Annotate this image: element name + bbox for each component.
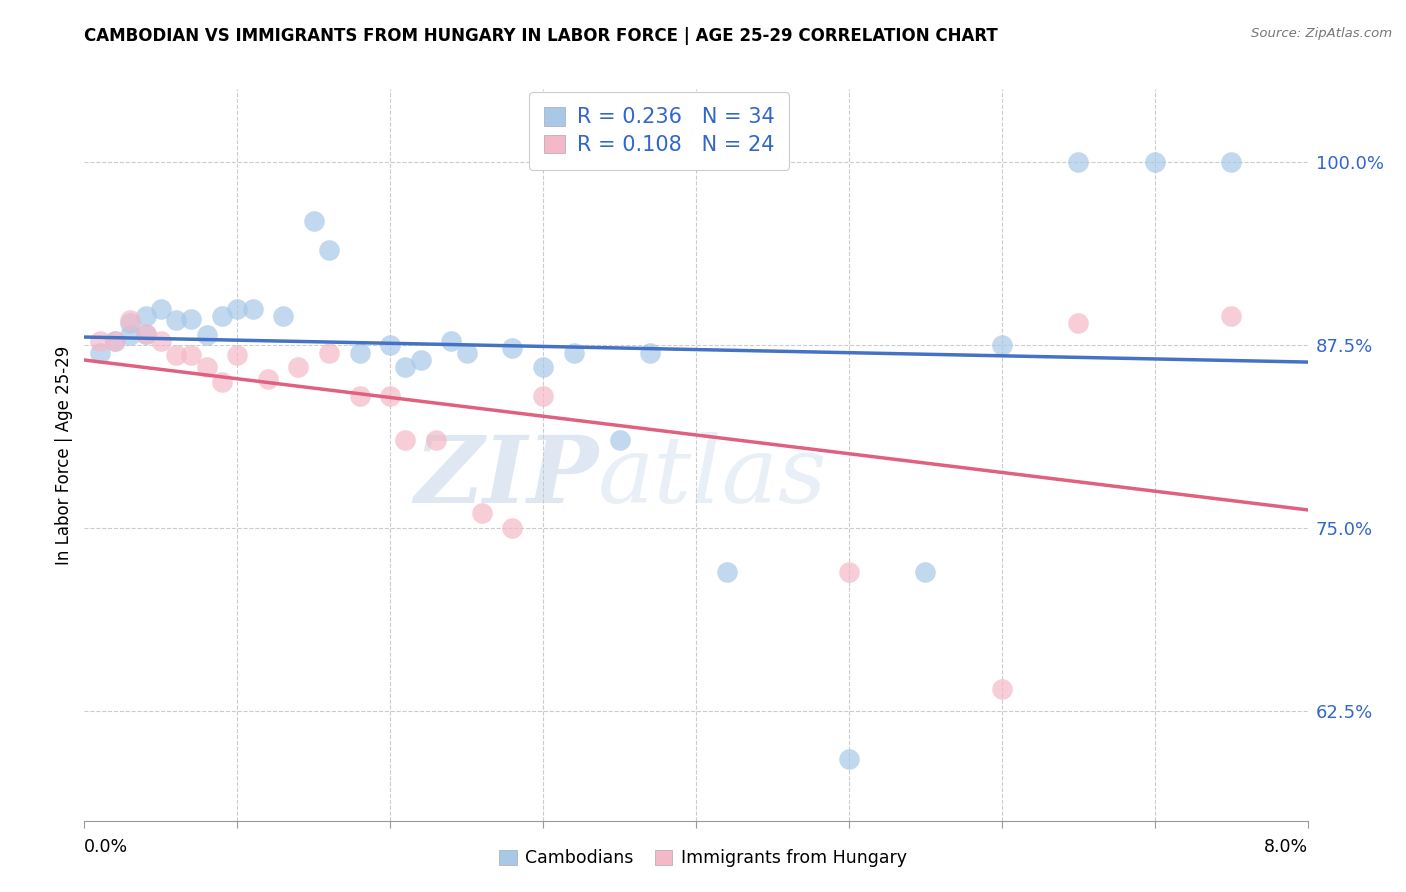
Point (226, 301, 249, 316)
Point (1143, 155, 1166, 169)
Point (471, 507, 494, 521)
Point (135, 326, 157, 341)
Point (502, 521, 524, 535)
Point (257, 372, 280, 386)
Point (914, 565, 936, 579)
Text: atlas: atlas (598, 432, 828, 522)
Point (120, 328, 142, 343)
Point (440, 334, 463, 348)
Point (104, 334, 127, 348)
Point (135, 309, 157, 323)
Point (716, 565, 738, 579)
Point (349, 389, 371, 403)
Point (89, 345, 111, 359)
Point (226, 348, 249, 362)
Point (349, 345, 371, 359)
Point (165, 313, 187, 327)
Y-axis label: In Labor Force | Age 25-29: In Labor Force | Age 25-29 (55, 345, 73, 565)
Point (211, 309, 233, 323)
Point (456, 345, 478, 359)
Point (135, 326, 157, 341)
Text: ZIP: ZIP (413, 432, 598, 522)
Point (638, 345, 661, 359)
Point (195, 360, 218, 375)
Point (531, 360, 554, 375)
Text: Source: ZipAtlas.com: Source: ZipAtlas.com (1251, 27, 1392, 40)
Point (394, 434, 416, 448)
Point (104, 334, 127, 348)
Point (838, 565, 860, 579)
Point (120, 313, 142, 327)
Point (609, 434, 631, 448)
Point (838, 752, 860, 766)
Point (991, 338, 1014, 352)
Point (394, 360, 416, 375)
Point (149, 334, 172, 348)
Point (120, 316, 142, 330)
Point (165, 348, 187, 362)
Point (502, 341, 524, 355)
Point (242, 301, 264, 316)
Point (1220, 309, 1243, 323)
Legend: Cambodians, Immigrants from Hungary: Cambodians, Immigrants from Hungary (492, 843, 914, 874)
Point (531, 389, 554, 403)
Point (318, 243, 340, 257)
Point (1067, 316, 1090, 330)
Text: CAMBODIAN VS IMMIGRANTS FROM HUNGARY IN LABOR FORCE | AGE 25-29 CORRELATION CHAR: CAMBODIAN VS IMMIGRANTS FROM HUNGARY IN … (84, 27, 998, 45)
Point (302, 214, 325, 228)
Point (380, 338, 402, 352)
Point (195, 328, 218, 343)
Point (380, 389, 402, 403)
Point (180, 311, 202, 326)
Point (287, 360, 309, 375)
Point (409, 352, 432, 367)
Point (180, 348, 202, 362)
Text: 8.0%: 8.0% (1264, 838, 1308, 856)
Point (149, 301, 172, 316)
Point (425, 434, 447, 448)
Legend: R = 0.236   N = 34, R = 0.108   N = 24: R = 0.236 N = 34, R = 0.108 N = 24 (529, 92, 789, 169)
Point (89, 334, 111, 348)
Point (1067, 155, 1090, 169)
Point (991, 681, 1014, 696)
Point (1220, 155, 1243, 169)
Point (271, 309, 294, 323)
Point (211, 375, 233, 389)
Point (318, 345, 340, 359)
Point (562, 345, 585, 359)
Text: 0.0%: 0.0% (84, 838, 128, 856)
